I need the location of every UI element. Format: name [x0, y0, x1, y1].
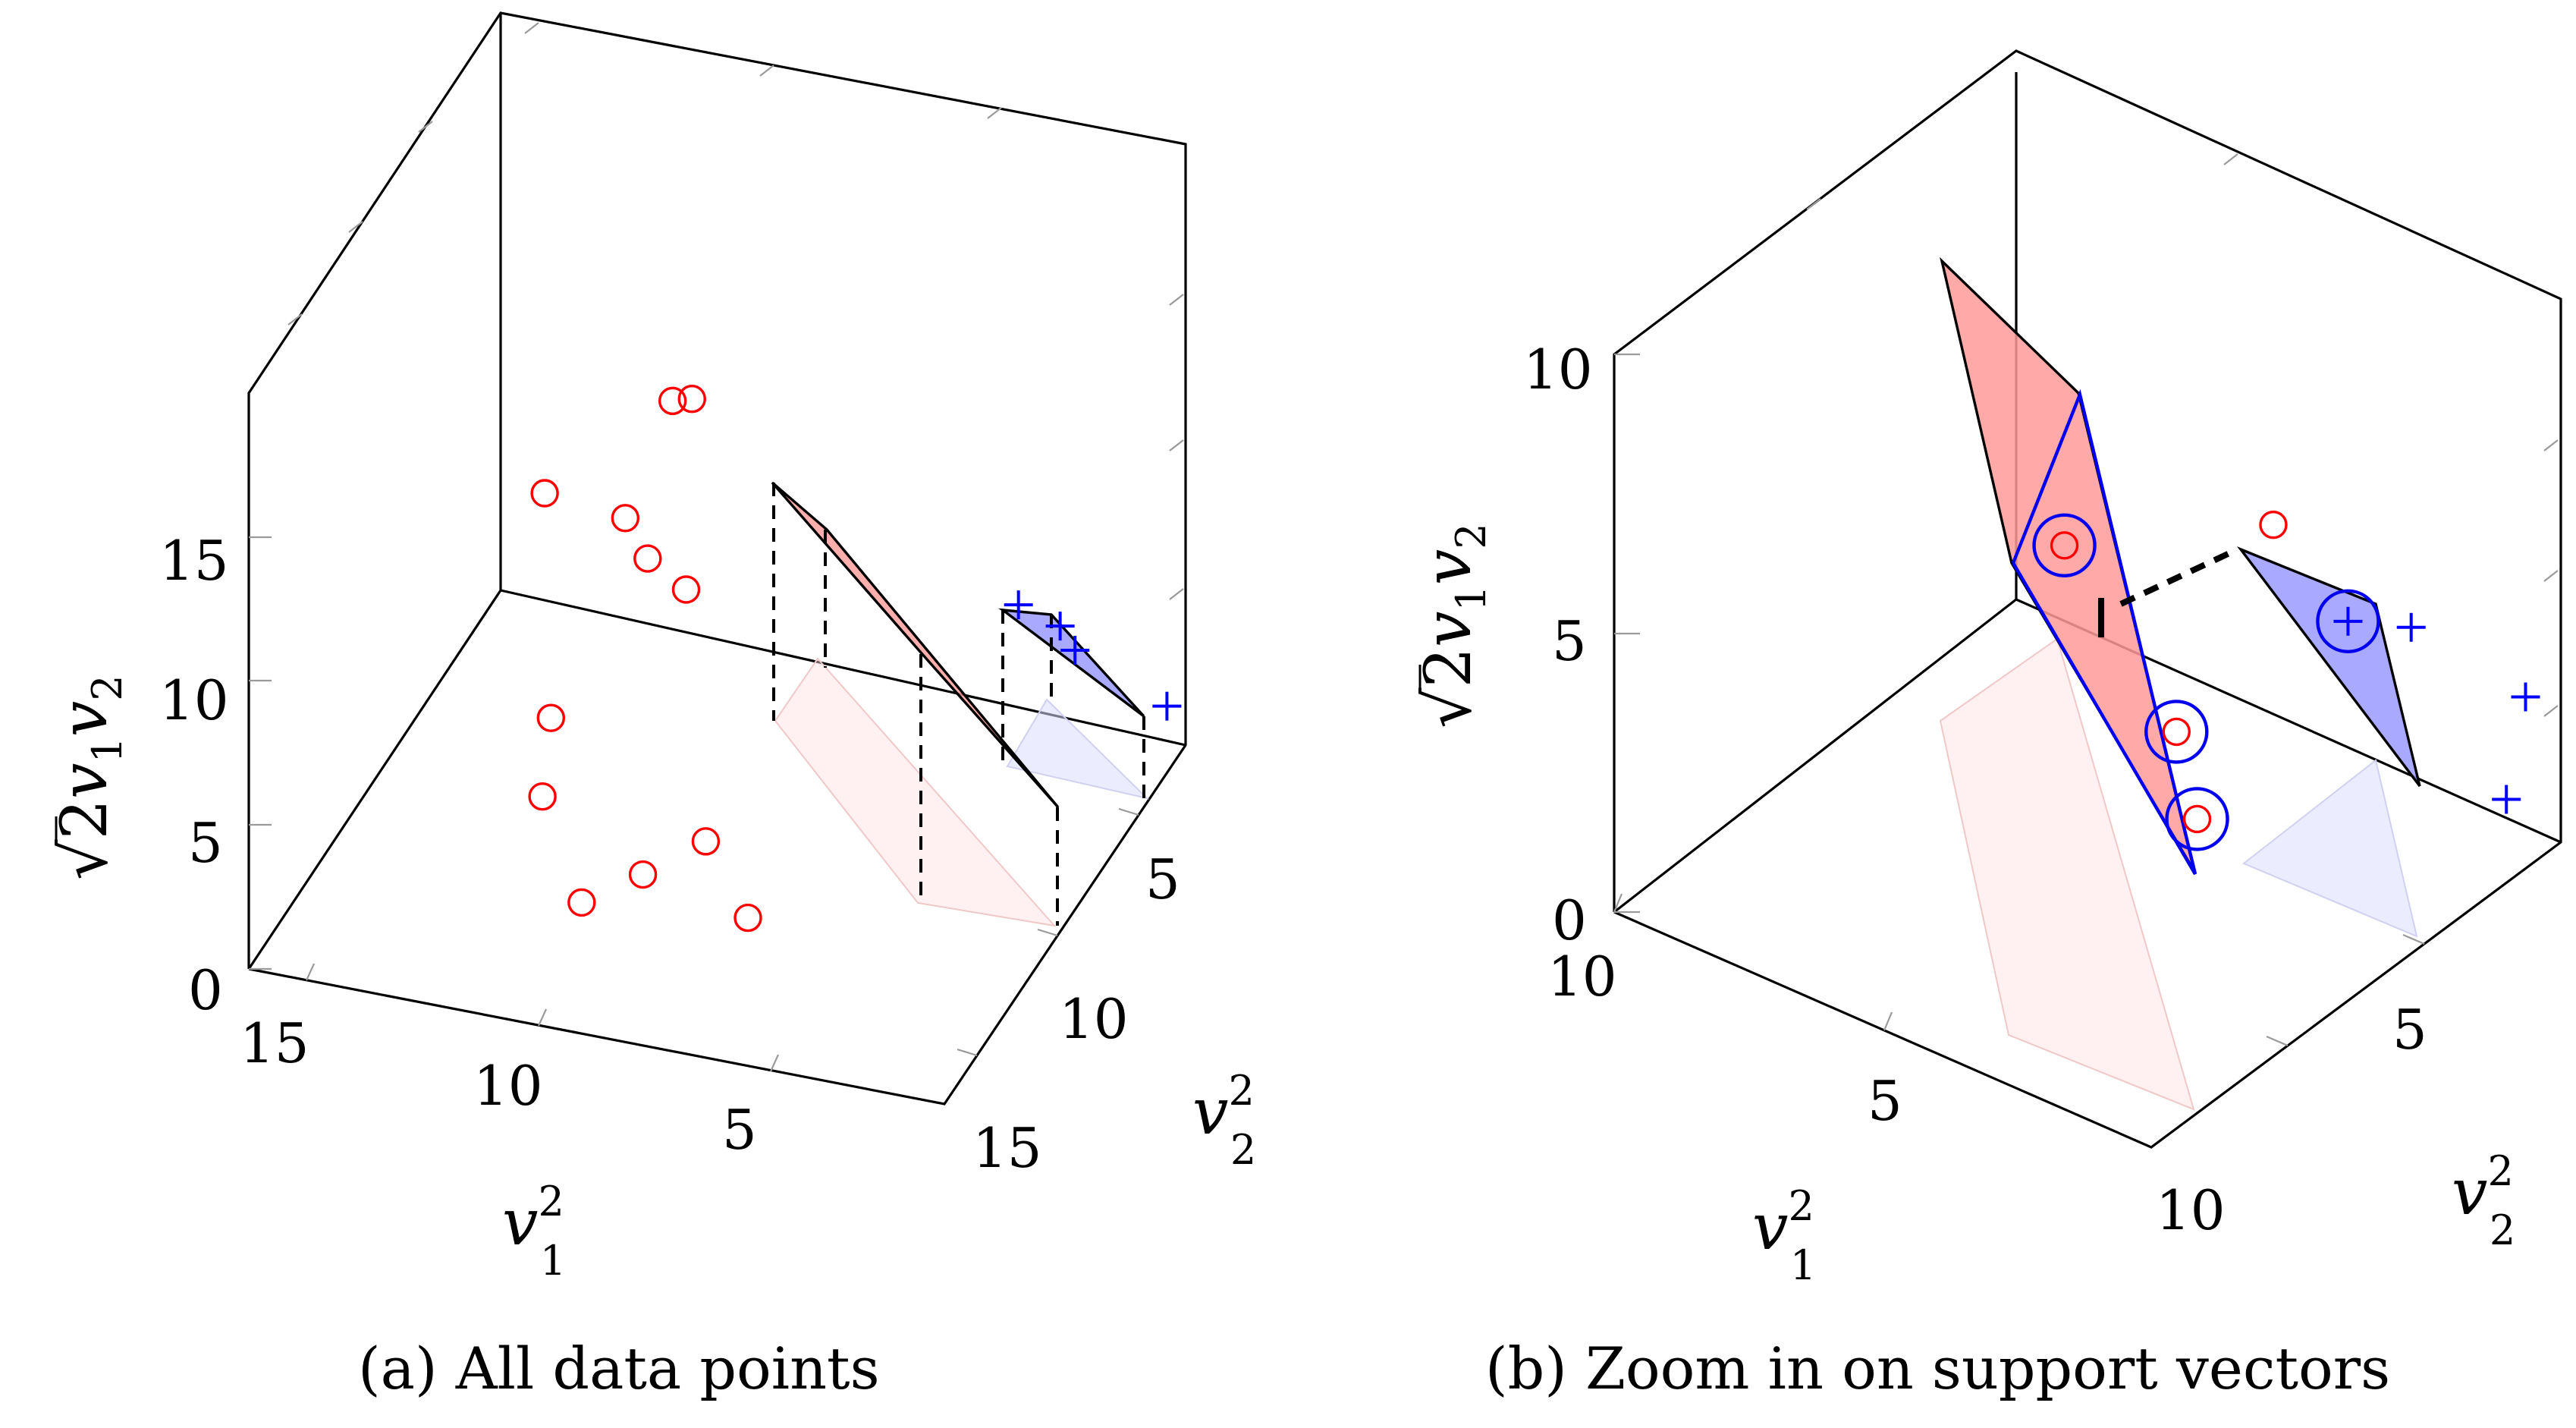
data-point-negative [536, 703, 566, 732]
y-tick-label: 5 [2392, 998, 2427, 1062]
svg-text:√2v1v2: √2v1v2 [47, 675, 131, 880]
data-point-positive [2396, 612, 2426, 642]
z-tick-label: 5 [1552, 609, 1587, 673]
data-point-negative [671, 575, 701, 604]
tick-mark [2543, 439, 2559, 451]
hull-shadow-blue-b [2242, 759, 2418, 938]
data-point-negative [691, 827, 721, 856]
tick-mark [987, 107, 1002, 119]
support-vector-ring [2316, 589, 2380, 654]
data-point-positive [2511, 682, 2540, 712]
ticks-b [1613, 153, 2559, 1047]
tick-mark [418, 121, 433, 133]
points-a [528, 385, 1182, 933]
hull-blue-a [998, 608, 1145, 718]
axis-box-a-back [247, 13, 502, 970]
tick-mark [2266, 1035, 2289, 1047]
z-tick-label: 0 [188, 958, 223, 1022]
hull-blue-b [2236, 546, 2421, 788]
y-tick-label: 10 [2156, 1178, 2226, 1242]
x-axis-title: v2 1 [502, 1178, 566, 1285]
data-point-negative [2050, 531, 2079, 560]
points-b [2032, 510, 2540, 851]
caption-b: (b) Zoom in on support vectors [1485, 1335, 2390, 1402]
data-point-negative [611, 504, 640, 533]
x-tick-label: 10 [1547, 945, 1617, 1008]
tick-mark [759, 64, 774, 77]
data-point-negative [677, 385, 706, 414]
svg-text:√2v1v2: √2v1v2 [1411, 523, 1495, 728]
sv-edges-b [2011, 388, 2197, 876]
tick-mark [769, 1054, 780, 1072]
axis-box-a-floor-back [500, 589, 1186, 747]
axis-box-a-outline [247, 11, 1187, 1106]
data-point-positive [2333, 606, 2363, 636]
panel-b: 0 5 10 10 5 5 10 v2 1 v2 2 √2v1v2 (b) Zoom… [1411, 49, 2562, 1402]
x-tick-label: 5 [1868, 1069, 1902, 1133]
tick-mark [1883, 1011, 1893, 1031]
z-tick-label: 15 [159, 529, 229, 593]
data-point-positive [1060, 635, 1090, 665]
tick-mark [537, 1008, 548, 1027]
data-point-negative [567, 888, 596, 917]
caption-a: (a) All data points [358, 1335, 880, 1402]
data-point-negative [528, 782, 557, 811]
support-vector-ring [2144, 700, 2209, 764]
tick-mark [287, 313, 303, 326]
tick-mark [305, 963, 316, 981]
data-point-positive [2492, 785, 2521, 814]
hull-shadow-blue-a [1006, 698, 1150, 800]
tick-mark [1169, 439, 1184, 451]
tick-mark [2223, 153, 2238, 165]
tick-mark [1037, 928, 1058, 937]
data-point-negative [2182, 804, 2212, 834]
data-point-positive [1004, 590, 1033, 620]
hull-shadow-red-b [1939, 637, 2195, 1111]
tick-mark [2402, 933, 2425, 945]
drop-lines-a [772, 483, 1145, 926]
y-tick-label: 10 [1059, 987, 1129, 1051]
data-point-negative [2259, 510, 2288, 539]
ticks-a [249, 22, 1184, 1072]
data-point-negative [628, 860, 658, 889]
data-point-negative [633, 544, 662, 573]
tick-mark [1169, 588, 1184, 600]
tick-mark [2543, 570, 2559, 582]
tick-mark [2543, 705, 2559, 717]
x-axis-title: v2 1 [1752, 1182, 1816, 1289]
tick-mark [524, 22, 539, 34]
data-point-negative [658, 386, 687, 416]
tick-mark [1118, 807, 1139, 816]
margin-line-b [2119, 546, 2239, 607]
y-tick-label: 5 [1145, 848, 1180, 911]
z-tick-label: 10 [1523, 338, 1593, 401]
z-tick-label: 5 [188, 811, 223, 875]
y-tick-label: 15 [972, 1116, 1042, 1180]
support-vector-ring [2032, 513, 2097, 577]
data-point-positive [1152, 691, 1182, 721]
x-tick-label: 15 [240, 1011, 309, 1075]
z-axis-title: √2v1v2 [1411, 523, 1495, 728]
tick-mark [957, 1048, 978, 1057]
data-point-negative [530, 479, 559, 508]
y-axis-title: v2 2 [1192, 1067, 1256, 1174]
tick-mark [348, 221, 363, 233]
z-tick-label: 10 [159, 668, 229, 732]
y-axis-title: v2 2 [2452, 1147, 2515, 1254]
data-point-negative [2162, 717, 2191, 747]
tick-mark [1806, 198, 1821, 210]
support-vector-ring [2165, 787, 2229, 851]
data-point-negative [734, 903, 762, 933]
tick-mark [1169, 294, 1184, 306]
panel-a: 0 5 10 15 15 10 5 5 10 15 v2 1 v2 2 √2v1v2… [47, 11, 1256, 1402]
hull-shadow-red-a [774, 657, 1057, 927]
x-tick-label: 10 [473, 1054, 543, 1118]
data-point-positive [1045, 612, 1075, 641]
tick-mark [1613, 893, 1623, 913]
z-tick-label: 0 [1552, 889, 1587, 952]
z-axis-title: √2v1v2 [47, 675, 131, 880]
x-tick-label: 5 [722, 1098, 757, 1162]
